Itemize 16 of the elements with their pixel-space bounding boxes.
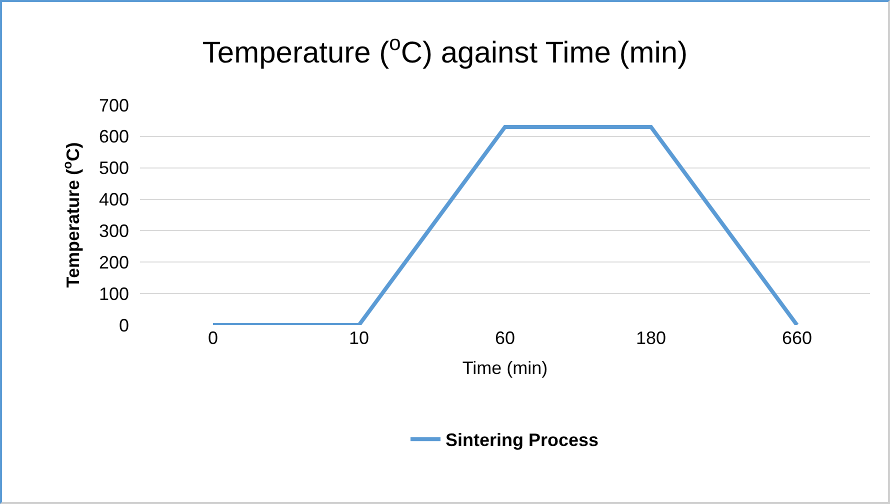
legend-label: Sintering Process <box>446 430 599 450</box>
x-tick-label: 180 <box>636 328 666 348</box>
y-tick-label: 0 <box>118 315 129 336</box>
x-tick-label: 0 <box>208 328 218 348</box>
x-axis-title: Time (min) <box>462 358 548 378</box>
x-tick-label: 60 <box>494 328 516 348</box>
y-tick-label: 100 <box>98 284 129 304</box>
x-tick-label: 10 <box>348 328 370 348</box>
chart-title: Temperature ($^{o}$C) against Time (min) <box>202 32 688 70</box>
y-tick-label: 700 <box>98 95 129 116</box>
y-tick-label: 200 <box>98 252 129 272</box>
y-tick-label: 500 <box>98 158 129 178</box>
x-tick-label: 660 <box>782 328 812 348</box>
y-tick-label: 600 <box>98 126 129 147</box>
y-tick-label: 400 <box>98 190 129 210</box>
y-tick-label: 300 <box>98 221 129 242</box>
